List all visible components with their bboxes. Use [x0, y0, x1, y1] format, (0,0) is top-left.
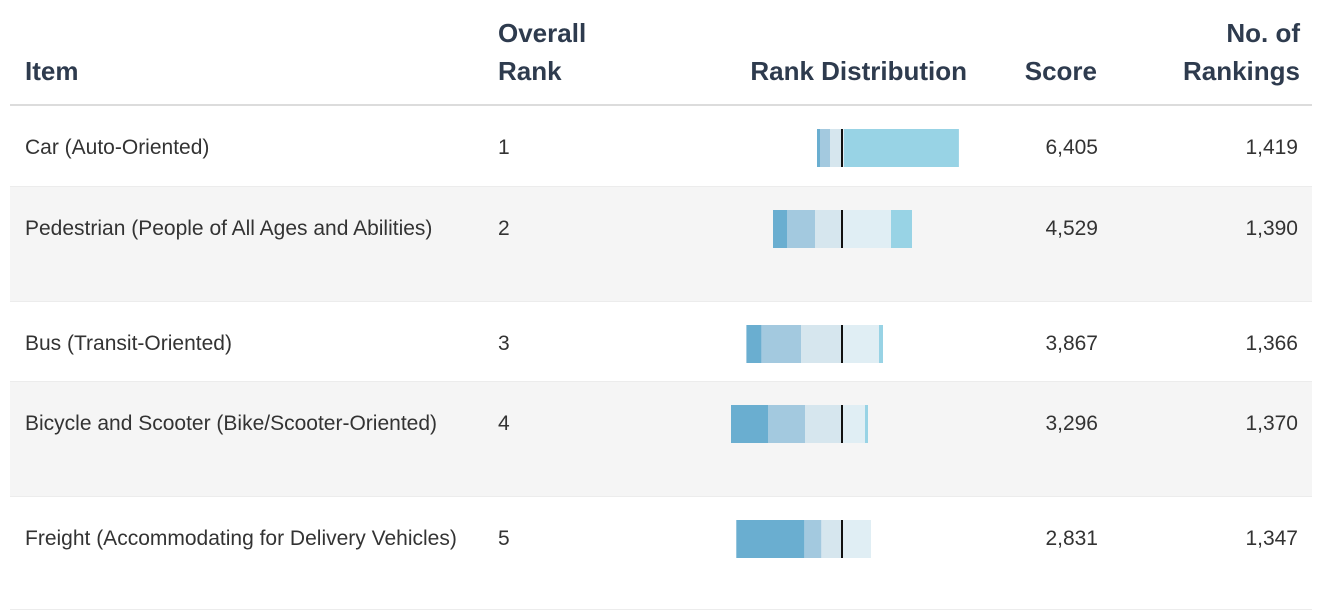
table-row: Bus (Transit-Oriented) 3 3,867 1,366 [10, 302, 1312, 382]
distribution-segment [842, 520, 871, 558]
header-overall-rank: Overall Rank [498, 18, 587, 86]
distribution-segment [842, 210, 891, 248]
table-row: Pedestrian (People of All Ages and Abili… [10, 187, 1312, 302]
distribution-segment [844, 129, 959, 167]
distribution-segment [830, 129, 842, 167]
distribution-segment [879, 325, 883, 363]
header-score: Score [1024, 56, 1097, 86]
table-row: Bicycle and Scooter (Bike/Scooter-Orient… [10, 382, 1312, 497]
distribution-segment [736, 520, 805, 558]
distribution-segment [815, 210, 842, 248]
rankings-cell: 1,370 [1245, 412, 1298, 435]
distribution-segment [804, 520, 822, 558]
distribution-segment [821, 520, 842, 558]
rank-cell: 1 [498, 136, 510, 159]
distribution-segment [746, 325, 762, 363]
header-rankings: No. of Rankings [1182, 18, 1300, 86]
distribution-segment [787, 210, 815, 248]
rank-cell: 3 [498, 332, 510, 355]
distribution-segment [842, 325, 879, 363]
distribution-segment [842, 405, 865, 443]
rank-cell: 4 [498, 412, 510, 435]
rank-cell: 5 [498, 527, 510, 550]
item-cell: Pedestrian (People of All Ages and Abili… [25, 217, 433, 240]
rank-distribution [817, 129, 959, 167]
item-cell: Freight (Accommodating for Delivery Vehi… [25, 527, 457, 550]
distribution-segment [865, 405, 868, 443]
distribution-segment [731, 405, 768, 443]
header-rank-distribution: Rank Distribution [750, 56, 967, 86]
rankings-cell: 1,419 [1245, 136, 1298, 159]
rankings-cell: 1,390 [1245, 217, 1298, 240]
header-divider [10, 104, 1312, 106]
distribution-segment [761, 325, 801, 363]
rank-distribution [736, 520, 871, 558]
item-cell: Bus (Transit-Oriented) [25, 332, 232, 355]
score-cell: 6,405 [1045, 136, 1098, 159]
score-cell: 3,296 [1045, 412, 1098, 435]
distribution-segment [773, 210, 787, 248]
distribution-segment [817, 129, 820, 167]
header-item: Item [25, 56, 79, 86]
item-cell: Bicycle and Scooter (Bike/Scooter-Orient… [25, 412, 438, 435]
distribution-segment [801, 325, 842, 363]
rankings-cell: 1,366 [1245, 332, 1298, 355]
distribution-segment [768, 405, 805, 443]
distribution-segment [820, 129, 830, 167]
table-row: Freight (Accommodating for Delivery Vehi… [10, 497, 1312, 610]
score-cell: 2,831 [1045, 527, 1098, 550]
item-cell: Car (Auto-Oriented) [25, 136, 210, 159]
rank-distribution [773, 210, 912, 248]
rank-distribution [731, 405, 868, 443]
distribution-segment [891, 210, 912, 248]
rank-distribution [746, 325, 883, 363]
score-cell: 3,867 [1045, 332, 1098, 355]
distribution-segment [805, 405, 842, 443]
score-cell: 4,529 [1045, 217, 1098, 240]
rank-cell: 2 [498, 217, 510, 240]
rankings-cell: 1,347 [1245, 527, 1298, 550]
table-row: Car (Auto-Oriented) 1 6,405 1,419 [10, 106, 1312, 187]
